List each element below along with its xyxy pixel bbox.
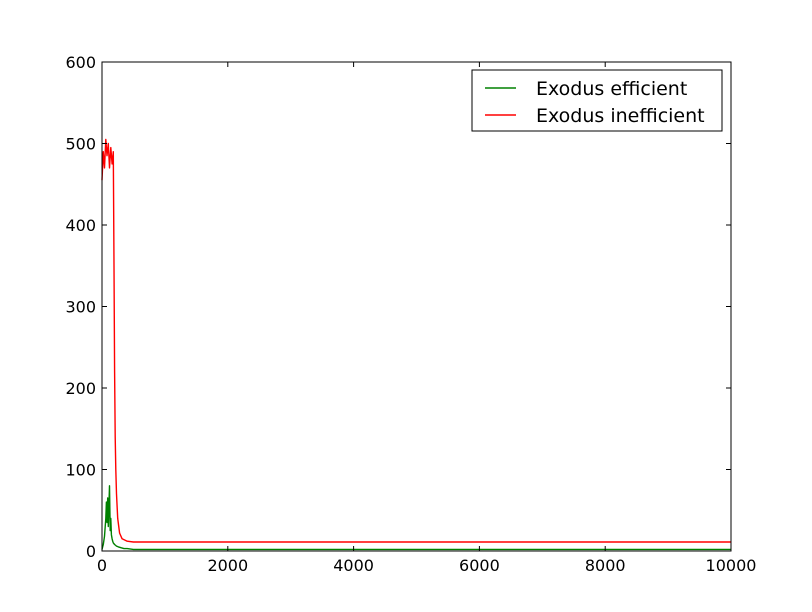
legend: Exodus efficient Exodus inefficient bbox=[471, 69, 723, 132]
legend-label-0: Exodus efficient bbox=[536, 78, 687, 100]
x-tick-label: 0 bbox=[97, 556, 107, 575]
series-line-0 bbox=[101, 485, 731, 551]
y-tick-label: 500 bbox=[65, 135, 96, 154]
x-tick-label: 4000 bbox=[333, 556, 374, 575]
y-tick-label: 600 bbox=[65, 53, 96, 72]
x-tick-label: 2000 bbox=[207, 556, 248, 575]
x-tick-label: 6000 bbox=[459, 556, 500, 575]
y-tick-label: 0 bbox=[86, 542, 96, 561]
legend-box bbox=[471, 69, 723, 132]
x-tick-label: 10000 bbox=[706, 556, 757, 575]
y-tick-label: 400 bbox=[65, 216, 96, 235]
series-line-1 bbox=[101, 138, 731, 543]
series-layer bbox=[101, 138, 731, 551]
x-tick-label: 8000 bbox=[585, 556, 626, 575]
tick-layer: 0 2000 4000 6000 8000 10000 0 100 200 300 400 500 60… bbox=[65, 53, 756, 575]
y-tick-label: 200 bbox=[65, 379, 96, 398]
legend-label-1: Exodus inefficient bbox=[536, 105, 705, 127]
y-tick-label: 300 bbox=[65, 298, 96, 317]
y-tick-label: 100 bbox=[65, 461, 96, 480]
